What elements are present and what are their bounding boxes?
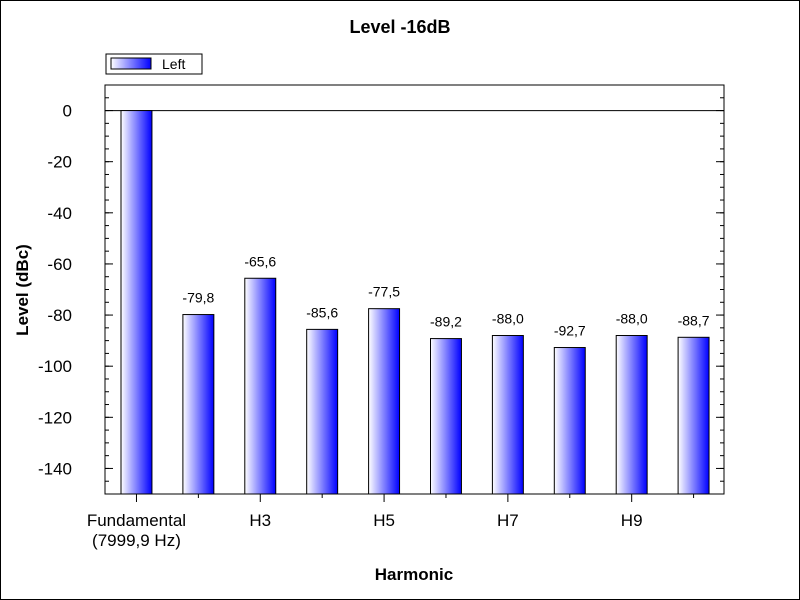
x-tick-label: H7: [497, 511, 519, 530]
chart-title: Level -16dB: [349, 17, 450, 37]
bar-h4: [306, 328, 339, 495]
bar-h8: [553, 347, 586, 495]
bar-fundamental: [120, 110, 153, 495]
data-label: -88,0: [492, 311, 524, 327]
bar-h5: [368, 308, 401, 495]
x-axis: Fundamental(7999,9 Hz) H3 H5 H7 H9: [87, 494, 695, 550]
x-tick-label: H5: [373, 511, 395, 530]
y-minor-ticks: [105, 84, 724, 495]
bar-h10: [677, 336, 710, 495]
data-label: -88,0: [616, 311, 648, 327]
y-tick-label: 0: [63, 102, 72, 121]
y-tick-label: -20: [47, 153, 72, 172]
y-axis: 0 -20 -40 -60 -80 -100 -120 -140: [38, 102, 724, 478]
y-tick-label: -60: [47, 255, 72, 274]
legend: Left: [105, 53, 203, 75]
data-label: -88,7: [678, 312, 710, 328]
y-tick-label: -100: [38, 357, 72, 376]
bar-h7: [491, 335, 524, 495]
bar-h9: [615, 335, 648, 495]
data-label: -65,6: [244, 253, 276, 269]
data-label: -77,5: [368, 284, 400, 300]
y-tick-label: -120: [38, 408, 72, 427]
data-label: -79,8: [182, 290, 214, 306]
y-axis-label: Level (dBc): [13, 244, 32, 336]
x-axis-label: Harmonic: [375, 565, 453, 584]
y-tick-label: -40: [47, 204, 72, 223]
bar-h3: [244, 277, 277, 495]
y-tick-label: -80: [47, 306, 72, 325]
legend-swatch: [110, 57, 152, 70]
legend-label-left: Left: [162, 56, 185, 72]
bar-h2: [182, 314, 215, 495]
x-tick-label: H3: [249, 511, 271, 530]
y-tick-label: -140: [38, 459, 72, 478]
data-label: -89,2: [430, 314, 462, 330]
data-label: -92,7: [554, 323, 586, 339]
x-tick-label: Fundamental: [87, 511, 186, 530]
bar-h6: [430, 338, 462, 495]
x-tick-label: (7999,9 Hz): [92, 531, 181, 550]
data-label: -85,6: [306, 304, 338, 320]
x-tick-label: H9: [621, 511, 643, 530]
